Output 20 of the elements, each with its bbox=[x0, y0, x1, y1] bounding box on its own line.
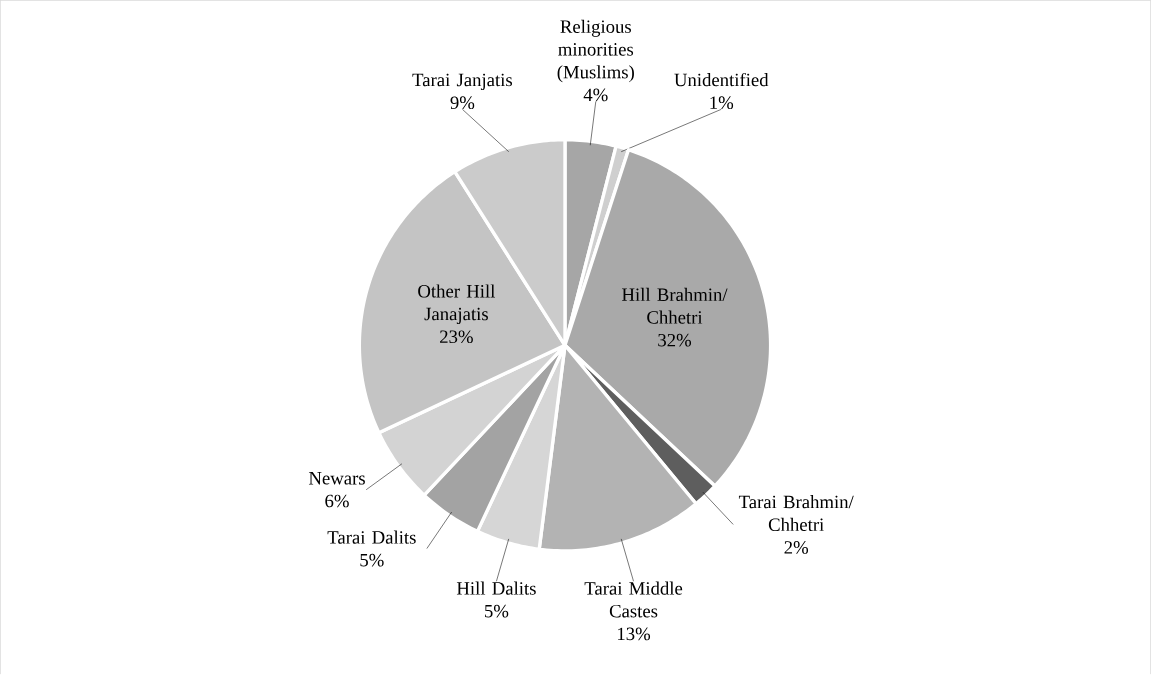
data-label: 32% bbox=[658, 334, 692, 347]
slice-label: Other Hill Janajatis bbox=[418, 284, 495, 325]
slice-label: Tarai Brahmin/ Chhetri bbox=[738, 495, 854, 532]
data-label: 5% bbox=[485, 605, 509, 618]
slice-label: Unidentified bbox=[674, 73, 769, 87]
slice-label: Tarai Janjatis bbox=[412, 73, 513, 91]
slice-label: Religious minorities (Muslims) bbox=[557, 19, 634, 83]
slice-label: Newars bbox=[308, 472, 365, 485]
slice-label: Hill Brahmin/ Chhetri bbox=[622, 288, 728, 324]
data-label: 13% bbox=[618, 627, 651, 641]
data-label: 23% bbox=[440, 330, 473, 344]
data-label: 5% bbox=[360, 554, 384, 567]
data-label: 6% bbox=[325, 494, 349, 508]
data-label: 1% bbox=[710, 96, 734, 110]
data-label: 4% bbox=[583, 88, 608, 102]
data-label: 2% bbox=[784, 541, 809, 555]
slice-label: Hill Dalits bbox=[456, 581, 536, 595]
slice-label: Tarai Dalits bbox=[327, 530, 416, 544]
data-label: 9% bbox=[450, 96, 475, 110]
slice-label: Tarai Middle Castes bbox=[584, 581, 683, 618]
